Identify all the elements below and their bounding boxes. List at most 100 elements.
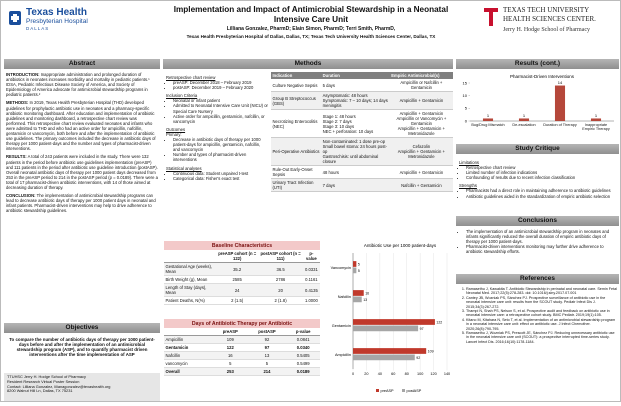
table-row: Rule-Out Early-Onset Sepsis 48 hours Ampic… (271, 165, 453, 179)
cell: Necrotizing Enterocolitis (NEC) (271, 109, 322, 138)
block-heading: Strengths (459, 183, 477, 189)
methods-table-wrap: Indication Duration Empiric Antimicrobial(… (271, 72, 453, 192)
table-row: Nafcillin 16 13 0.5405 (164, 351, 320, 360)
table-row: Peri-Operative Antibiotics Non-contaminat… (271, 137, 453, 166)
y-tick-label: Nafcillin (338, 295, 351, 299)
x-tick-label: Inappropriate Empiric Therapy (582, 123, 610, 132)
y-tick-label: Gentamicin (332, 324, 351, 328)
block-heading: Statistical analyses (166, 165, 202, 171)
x-tick-label: 100 (417, 372, 423, 376)
methods-body: Retrospective chart reviewpreASP: Decemb… (166, 72, 268, 183)
y-tick-label: 0 (465, 118, 468, 123)
bullet: preASP: December 2018 – February 2019 (173, 80, 268, 85)
table-row: Group B Streptococcus (GBS) Asymptomatic:… (271, 91, 453, 110)
table-row: Ampicillin 109 92 0.0841 (164, 335, 320, 344)
table-row: Patient Deaths, N(%) 2 (1.5) 2 (1.8) 1.0000 (164, 296, 320, 305)
dot-table: preASP postASP p-value Ampicillin 109 92 0.084… (164, 328, 320, 376)
cell: 97 (247, 343, 287, 352)
cell: Asymptomatic: 48 hours Symptomatic: 7 – 1… (321, 91, 390, 110)
cell-line: Non-contaminated: 1 dose pre-op (322, 139, 386, 144)
cell-line: NEC + perforation: 10 days (322, 128, 374, 134)
cell: 253 (213, 367, 248, 376)
cell-line: Stage 2: 7 days (322, 118, 352, 124)
cell: Stage 1: 48 hours Stage 2: 7 days Stage 3:… (321, 109, 390, 138)
cell-line: Small bowel stoma: 24 hours post-op (322, 144, 387, 154)
table-row: Culture Negative Sepsis 5 days Ampicillin … (271, 79, 453, 92)
column-header: preASP cohort (n = 122) (215, 250, 259, 263)
row-label: Patient Deaths, N(%) (164, 296, 216, 305)
reference: Ramasethu J, Kawakita T. Antibiotic Stew… (466, 287, 617, 296)
value-label: 97 (420, 327, 424, 331)
chart: Antibiotic Use per 1000 patient-days 0 20 4… (331, 243, 451, 393)
logo-line: HEALTH SCIENCES CENTER. (503, 15, 596, 23)
cell: 5 days (321, 79, 390, 92)
cell: Ampicillin + Gentamicin Ampicillin or Van… (389, 109, 453, 138)
chart-title: Pharmacist-Driven Interventions (510, 74, 575, 79)
row-label: Nafcillin (164, 351, 214, 360)
cell: 2585 (215, 275, 259, 284)
right-logo: TEXAS TECH UNIVERSITY HEALTH SCIENCES CE… (483, 5, 619, 51)
bullet: Confounding of results due to recent inf… (466, 175, 617, 180)
footer-line: 8200 Walnut Hill Ln, Dallas, TX 75231 (7, 388, 73, 394)
value-label: 92 (416, 356, 420, 360)
cell-line: Stage 1: 48 hours (322, 113, 356, 119)
dot-wrap: Days of Antibiotic Therapy per Antibioti… (164, 319, 320, 376)
section-header: Results (cont.) (456, 59, 619, 69)
bullet: Admitted to Neonatal Intensive Care Unit… (173, 103, 268, 113)
cell: Culture Negative Sepsis (271, 79, 322, 92)
methods-table: Indication Duration Empiric Antimicrobial(… (271, 72, 453, 192)
x-tick-label: De-escalation (512, 123, 536, 127)
cell-line: 5 days (322, 82, 335, 88)
objectives-text: To compare the number of antibiotic days… (9, 337, 155, 358)
reference: Cantey JB, Wozniak PS, Sánchez PJ. Prosp… (466, 296, 617, 309)
block-subheading: Primary: (166, 131, 182, 137)
bar (353, 267, 357, 274)
x-tick-label: Duration of Therapy (543, 123, 577, 127)
bullet: postASP: December 2019 – February 2020 (173, 85, 268, 90)
value-label: 5 (358, 269, 360, 273)
bullet-list: Neonatal or infant patientAdmitted to Ne… (166, 98, 268, 123)
paragraph-text: A total of 243 patients were included in… (6, 154, 158, 190)
section-header: Abstract (4, 59, 160, 69)
cell: 2786 (258, 275, 303, 284)
cell: 24 (215, 283, 259, 297)
conclusions-body: The implementation of an antimicrobial s… (459, 229, 617, 256)
value-label: 1 (487, 113, 490, 118)
reference: Kitano M, Kitahara N, Seto T, et al. Imp… (466, 318, 617, 331)
cell: 0.0189 (286, 367, 320, 376)
legend-label: postASP (407, 389, 422, 393)
corner-cell (164, 328, 214, 336)
cell: Peri-Operative Antibiotics (271, 137, 322, 166)
chart-container: Antibiotic Use per 1000 patient-days 0 20 4… (323, 241, 453, 401)
bullet: Number and types of pharmacist-driven in… (173, 152, 268, 162)
cell-line: Ampicillin + Gentamicin + Metronidazole (397, 149, 445, 159)
value-label: 122 (436, 321, 442, 325)
cell: 5 (213, 359, 248, 368)
left-logo: Texas Health Presbyterian Hospital DALLA… (7, 7, 127, 47)
column-header: p-value (302, 250, 320, 263)
block-heading: Inclusion Criteria (166, 93, 198, 99)
cell-line: Ampicillin + Gentamicin (399, 169, 444, 175)
value-label: 1 (523, 113, 526, 118)
x-tick-label: 0 (352, 372, 354, 376)
bar (353, 290, 364, 296)
column-header: postASP (247, 328, 287, 336)
table-row: Gestational Age (weeks), Mean 35.2 36.5 0.0… (164, 262, 320, 276)
bullet-list: Decrease in antibiotic days of therapy p… (166, 137, 268, 162)
baseline-wrap: Baseline Characteristics preASP cohort (… (164, 241, 320, 305)
cell: 0.0331 (302, 262, 320, 276)
logo-sub: Presbyterian Hospital (26, 18, 88, 25)
bullet: Continuous data: Student unpaired t-test (173, 171, 268, 176)
cell: 2 (1.5) (215, 296, 259, 305)
cell-line: Cefazolin (412, 144, 431, 149)
chart-wrap: Pharmacist-Driven Interventions 0 5 10 15 1 1 1… (456, 71, 619, 143)
x-tick-label: 40 (378, 372, 382, 376)
paragraph-text: The implementation of antimicrobial stew… (6, 193, 156, 214)
bullet: Neonatal or infant patient (173, 98, 268, 103)
column-header: postASP cohort (n = 111) (258, 250, 303, 263)
paragraph-text: Inappropriate administration and prolong… (6, 72, 150, 98)
cell: 0.0340 (286, 343, 320, 352)
cell: 0.5499 (286, 359, 320, 368)
y-tick-label: 10 (463, 93, 468, 98)
